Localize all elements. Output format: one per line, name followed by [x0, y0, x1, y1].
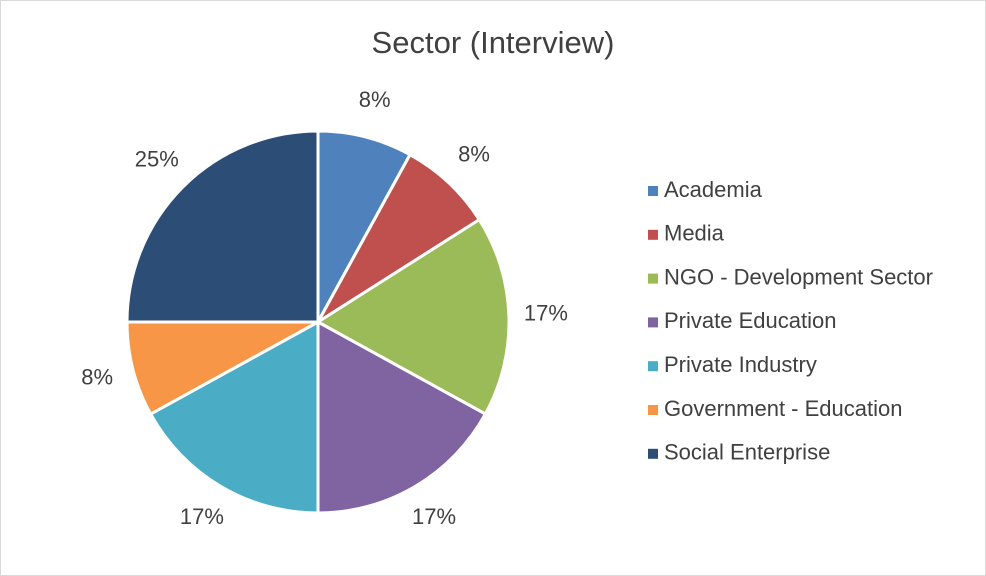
legend-swatch [648, 317, 658, 328]
data-label: 17% [524, 301, 568, 326]
legend-label: Private Industry [664, 352, 817, 377]
data-label: 17% [180, 504, 224, 529]
legend-swatch [648, 186, 658, 196]
legend-label: Media [664, 221, 725, 246]
data-label: 8% [81, 365, 113, 390]
pie-slice [125, 320, 319, 417]
pie-slice [125, 129, 320, 324]
legend-label: Social Enterprise [664, 440, 830, 465]
pie-slice [148, 319, 320, 515]
legend-label: Private Education [664, 308, 836, 333]
pie-slice [316, 319, 488, 515]
pie-slice [316, 129, 413, 323]
legend-label: NGO - Development Sector [664, 264, 933, 289]
legend-swatch [648, 273, 658, 284]
legend-swatch [648, 229, 658, 240]
chart-title: Sector (Interview) [372, 25, 615, 60]
pie-slice [315, 217, 511, 417]
legend-label: Academia [664, 177, 763, 202]
data-label: 17% [412, 504, 456, 529]
legend-swatch [648, 405, 658, 415]
data-label: 8% [458, 142, 490, 167]
data-label: 8% [359, 87, 391, 112]
legend-label: Government - Education [664, 396, 902, 421]
legend-swatch [648, 448, 658, 459]
data-label: 25% [135, 147, 179, 172]
legend-swatch [648, 361, 658, 372]
pie-slice [316, 152, 482, 324]
